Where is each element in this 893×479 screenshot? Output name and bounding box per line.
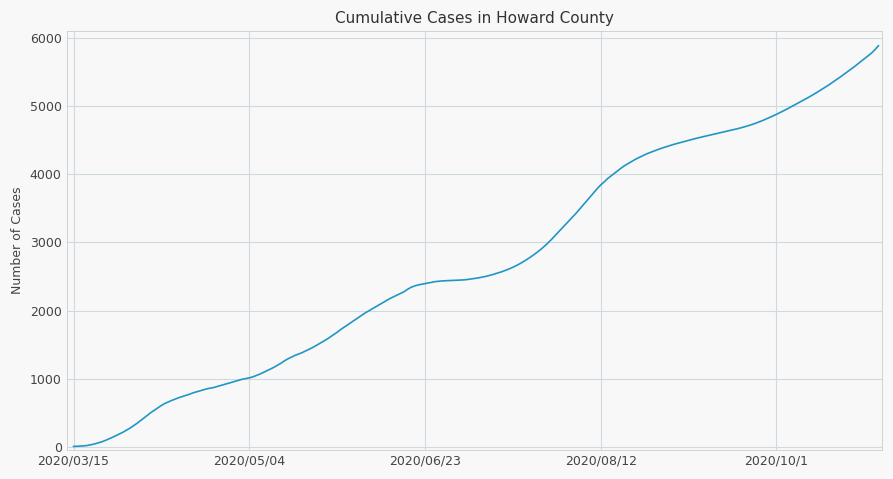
Title: Cumulative Cases in Howard County: Cumulative Cases in Howard County [335,11,613,26]
Y-axis label: Number of Cases: Number of Cases [11,187,24,295]
